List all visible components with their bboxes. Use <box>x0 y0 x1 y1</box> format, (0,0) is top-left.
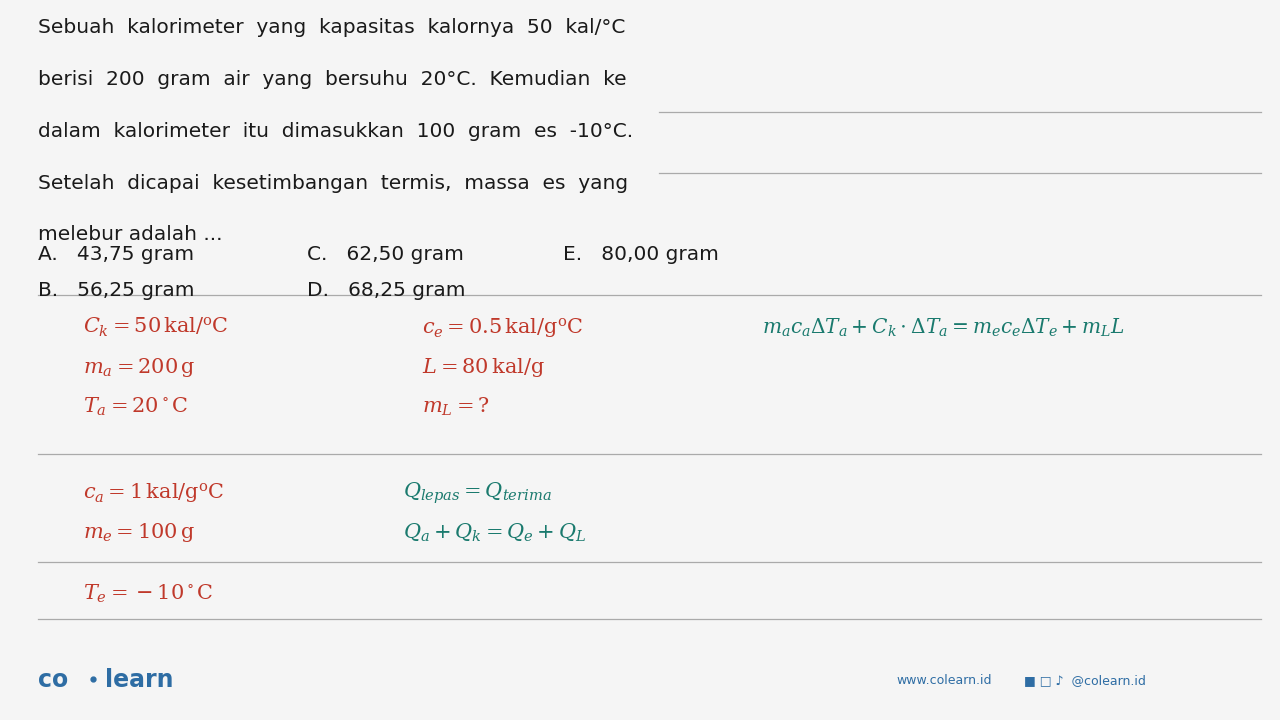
Text: Setelah  dicapai  kesetimbangan  termis,  massa  es  yang: Setelah dicapai kesetimbangan termis, ma… <box>38 174 628 192</box>
Text: D.   68,25 gram: D. 68,25 gram <box>307 281 466 300</box>
Text: $m_a = 200\,\mathrm{g}$: $m_a = 200\,\mathrm{g}$ <box>83 356 196 379</box>
Text: $T_e = -10^\circ\mathrm{C}$: $T_e = -10^\circ\mathrm{C}$ <box>83 583 214 605</box>
Text: berisi  200  gram  air  yang  bersuhu  20°C.  Kemudian  ke: berisi 200 gram air yang bersuhu 20°C. K… <box>38 70 627 89</box>
Text: B.   56,25 gram: B. 56,25 gram <box>38 281 195 300</box>
Text: $L = 80\,\mathrm{kal/g}$: $L = 80\,\mathrm{kal/g}$ <box>422 356 545 379</box>
Text: $Q_a + Q_k = Q_e + Q_L$: $Q_a + Q_k = Q_e + Q_L$ <box>403 522 586 544</box>
Text: dalam  kalorimeter  itu  dimasukkan  100  gram  es  -10°C.: dalam kalorimeter itu dimasukkan 100 gra… <box>38 122 634 140</box>
Text: ■ □ ♪  @colearn.id: ■ □ ♪ @colearn.id <box>1024 674 1146 687</box>
Text: E.   80,00 gram: E. 80,00 gram <box>563 245 719 264</box>
Text: www.colearn.id: www.colearn.id <box>896 674 992 687</box>
Text: C.   62,50 gram: C. 62,50 gram <box>307 245 465 264</box>
Text: $Q_{lepas} = Q_{terima}$: $Q_{lepas} = Q_{terima}$ <box>403 480 552 506</box>
Text: $c_a = 1\,\mathrm{kal/g^oC}$: $c_a = 1\,\mathrm{kal/g^oC}$ <box>83 481 224 505</box>
Text: Sebuah  kalorimeter  yang  kapasitas  kalornya  50  kal/°C: Sebuah kalorimeter yang kapasitas kalorn… <box>38 18 626 37</box>
Text: learn: learn <box>105 668 174 693</box>
Text: co: co <box>38 668 69 693</box>
Text: A.   43,75 gram: A. 43,75 gram <box>38 245 195 264</box>
Text: $m_L = ?$: $m_L = ?$ <box>422 396 490 418</box>
Text: $C_k = 50\,\mathrm{kal/^oC}$: $C_k = 50\,\mathrm{kal/^oC}$ <box>83 316 229 339</box>
Text: $m_e = 100\,\mathrm{g}$: $m_e = 100\,\mathrm{g}$ <box>83 521 196 544</box>
Text: melebur adalah ...: melebur adalah ... <box>38 225 223 244</box>
Text: $c_e = 0.5\,\mathrm{kal/g^oC}$: $c_e = 0.5\,\mathrm{kal/g^oC}$ <box>422 315 584 340</box>
Text: $m_a c_a \Delta T_a + C_k \cdot \Delta T_a = m_e c_e \Delta T_e + m_L L$: $m_a c_a \Delta T_a + C_k \cdot \Delta T… <box>762 317 1124 338</box>
Text: $T_a = 20^\circ\mathrm{C}$: $T_a = 20^\circ\mathrm{C}$ <box>83 396 188 418</box>
